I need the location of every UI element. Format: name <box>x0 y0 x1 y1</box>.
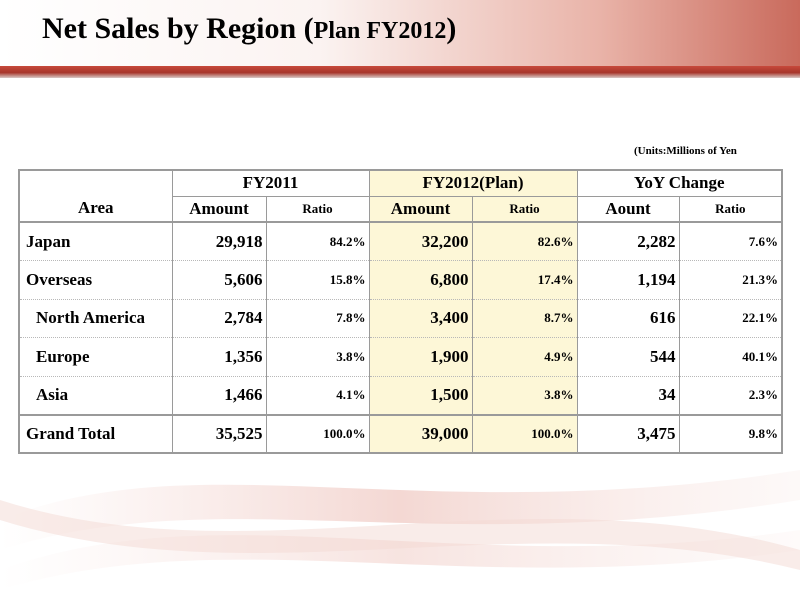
cell-fy2012-amount: 1,500 <box>368 376 473 415</box>
cell-fy2011-ratio: 7.8% <box>265 299 370 338</box>
subheader-fy2012-amount: Amount <box>368 195 473 223</box>
header-row-subheaders: Amount Ratio Amount Ratio Aount Ratio <box>19 195 783 223</box>
cell-yoy-amount: 544 <box>576 337 680 377</box>
row-area: Grand Total <box>18 413 173 454</box>
cell-fy2012-amount: 6,800 <box>368 260 473 300</box>
row-area: Asia <box>18 376 173 415</box>
background-swirl-graphic <box>0 470 800 590</box>
cell-yoy-ratio: 7.6% <box>678 221 783 261</box>
cell-yoy-ratio: 40.1% <box>678 337 783 377</box>
table-row: Overseas 5,606 15.8% 6,800 17.4% 1,194 2… <box>18 260 783 300</box>
title-main: Net Sales by Region <box>42 12 297 45</box>
subheader-yoy-amount: Aount <box>576 195 680 223</box>
cell-fy2012-amount: 32,200 <box>368 221 473 261</box>
cell-fy2012-amount: 39,000 <box>368 413 473 454</box>
cell-fy2011-ratio: 3.8% <box>265 337 370 377</box>
header-row-groups: Area FY2011 FY2012(Plan) YoY Change <box>18 169 783 223</box>
subheader-yoy-ratio: Ratio <box>678 195 783 223</box>
table-row: Asia 1,466 4.1% 1,500 3.8% 34 2.3% <box>18 376 783 415</box>
cell-fy2012-amount: 1,900 <box>368 337 473 377</box>
cell-fy2011-ratio: 15.8% <box>265 260 370 300</box>
cell-fy2011-amount: 5,606 <box>171 260 267 300</box>
title-plan: Plan FY2012 <box>313 18 447 44</box>
table-row: Japan 29,918 84.2% 32,200 82.6% 2,282 7.… <box>18 221 783 261</box>
cell-yoy-amount: 3,475 <box>576 413 680 454</box>
units-note: (Units:Millions of Yen <box>634 145 737 157</box>
cell-fy2012-ratio: 3.8% <box>471 376 578 415</box>
row-area: North America <box>18 299 173 338</box>
cell-fy2011-amount: 29,918 <box>171 221 267 261</box>
cell-yoy-amount: 2,282 <box>576 221 680 261</box>
subheader-fy2011-amount: Amount <box>171 195 267 223</box>
header-band <box>0 0 800 66</box>
page-title: Net Sales by Region (Plan FY2012) <box>42 12 456 46</box>
header-accent-line <box>0 66 800 78</box>
cell-yoy-ratio: 21.3% <box>678 260 783 300</box>
subheader-fy2012-ratio: Ratio <box>471 195 578 223</box>
group-header-yoy-change: YoY Change <box>576 169 783 197</box>
table-row-total: Grand Total 35,525 100.0% 39,000 100.0% … <box>18 413 783 454</box>
cell-fy2011-amount: 1,466 <box>171 376 267 415</box>
table-row: Europe 1,356 3.8% 1,900 4.9% 544 40.1% <box>18 337 783 377</box>
cell-yoy-ratio: 9.8% <box>678 413 783 454</box>
title-paren-close: ) <box>446 12 457 45</box>
table-row: North America 2,784 7.8% 3,400 8.7% 616 … <box>18 299 783 338</box>
subheader-fy2011-ratio: Ratio <box>265 195 370 223</box>
cell-fy2011-amount: 1,356 <box>171 337 267 377</box>
cell-fy2012-ratio: 8.7% <box>471 299 578 338</box>
cell-fy2012-ratio: 100.0% <box>471 413 578 454</box>
cell-fy2011-ratio: 100.0% <box>265 413 370 454</box>
cell-fy2011-ratio: 84.2% <box>265 221 370 261</box>
cell-yoy-amount: 616 <box>576 299 680 338</box>
net-sales-table: Area FY2011 FY2012(Plan) YoY Change Amou… <box>18 169 784 454</box>
cell-yoy-ratio: 2.3% <box>678 376 783 415</box>
cell-fy2012-amount: 3,400 <box>368 299 473 338</box>
cell-fy2012-ratio: 4.9% <box>471 337 578 377</box>
row-area: Overseas <box>18 260 173 300</box>
cell-fy2011-amount: 35,525 <box>171 413 267 454</box>
cell-yoy-amount: 1,194 <box>576 260 680 300</box>
cell-fy2012-ratio: 82.6% <box>471 221 578 261</box>
cell-fy2011-amount: 2,784 <box>171 299 267 338</box>
cell-yoy-ratio: 22.1% <box>678 299 783 338</box>
title-paren-open: ( <box>303 12 314 45</box>
group-header-fy2012-plan: FY2012(Plan) <box>368 169 578 197</box>
cell-fy2012-ratio: 17.4% <box>471 260 578 300</box>
row-area: Europe <box>18 337 173 377</box>
row-area: Japan <box>18 221 173 261</box>
area-header: Area <box>18 169 173 223</box>
cell-fy2011-ratio: 4.1% <box>265 376 370 415</box>
group-header-fy2011: FY2011 <box>171 169 370 197</box>
cell-yoy-amount: 34 <box>576 376 680 415</box>
